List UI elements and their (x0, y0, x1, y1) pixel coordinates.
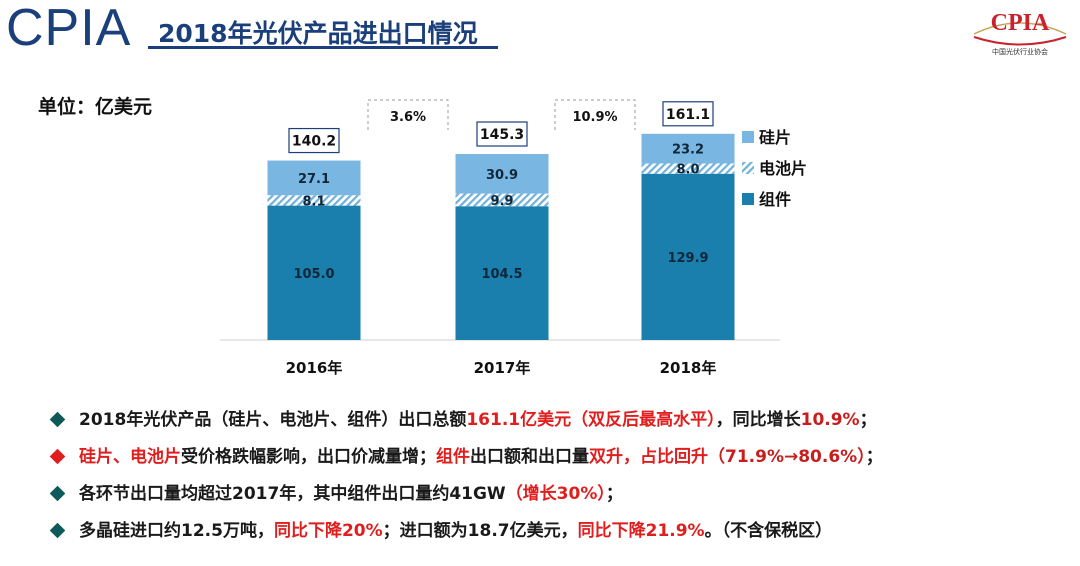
logo-subtitle: 中国光伏行业协会 (992, 47, 1048, 56)
bullet-text: 组件 (436, 447, 470, 467)
bar-segment (641, 163, 735, 174)
bullet-text: ； (605, 484, 623, 504)
bar-segment (455, 154, 549, 194)
bar-segment (267, 160, 361, 196)
growth-label: 3.6% (390, 110, 426, 125)
bar-segment (267, 205, 361, 340)
total-box (476, 121, 528, 147)
legend-swatch (742, 162, 754, 174)
bullet-text: 双升，占比回升 (589, 447, 708, 467)
bullet-text: 各环节出口量均超过2017年，其中组件出口量约41GW (79, 484, 506, 504)
summary-bullet: 多晶硅进口约12.5万吨，同比下降20%；进口额为18.7亿美元，同比下降21.… (49, 515, 883, 552)
bar-segment (267, 195, 361, 206)
growth-callout-bracket (554, 99, 636, 130)
bar-segment (455, 193, 549, 207)
total-label: 161.1 (666, 107, 710, 123)
bullet-text: 。（不含保税区） (704, 521, 833, 541)
summary-bullet: 各环节出口量均超过2017年，其中组件出口量约41GW（增长30%）； (49, 478, 883, 515)
summary-bullets: 2018年光伏产品（硅片、电池片、组件）出口总额161.1亿美元（双反后最高水平… (49, 404, 883, 552)
diamond-bullet-icon (49, 485, 66, 502)
unit-label: 单位：亿美元 (38, 96, 153, 118)
bullet-text: ； (859, 410, 877, 430)
total-box (662, 101, 714, 127)
bullet-text: 2018年光伏产品（硅片、电池片、组件）出口总额 (79, 410, 467, 430)
bullet-text: ； (865, 447, 883, 467)
bar-segment (455, 206, 549, 340)
data-label: 104.5 (481, 267, 522, 282)
bullet-text: 10.9% (800, 410, 860, 430)
bullet-text: 多晶硅进口约12.5万吨， (79, 521, 274, 541)
summary-bullet: 硅片、电池片受价格跌幅影响，出口价减量增；组件出口额和出口量双升，占比回升（71… (49, 441, 883, 478)
data-label: 105.0 (293, 267, 334, 282)
bullet-text: ，同比增长 (715, 410, 801, 430)
growth-label: 10.9% (572, 110, 617, 125)
bullet-text: ；进口额为18.7亿美元， (382, 521, 578, 541)
export-stacked-bar-chart: 105.0 8.1 27.1 2016年 140.2 104.5 9.9 30.9 2017年 1… (220, 99, 807, 377)
brand-logo-text: CPIA (6, 0, 132, 57)
growth-callout-bracket (367, 99, 449, 130)
legend-swatch (742, 193, 754, 205)
data-label: 8.0 (676, 163, 699, 178)
bullet-text: 受价格跌幅影响，出口价减量增； (181, 447, 436, 467)
bullet-text: （71.9%→80.6%） (708, 447, 866, 467)
bullet-text: 出口额和出口量 (470, 447, 589, 467)
data-label: 27.1 (298, 172, 330, 187)
page-title: 2018年光伏产品进出口情况 (158, 19, 478, 48)
diamond-bullet-icon (49, 448, 66, 465)
total-box (288, 127, 340, 154)
bar-segment (641, 133, 735, 164)
data-label: 30.9 (486, 168, 518, 183)
logo-text: CPIA (991, 10, 1050, 36)
cpia-logo: CPIA 中国光伏行业协会 (973, 10, 1067, 56)
x-tick-label: 2016年 (286, 359, 343, 377)
bullet-text: 硅片、电池片 (79, 447, 181, 467)
total-label: 145.3 (480, 127, 524, 143)
bullet-text: 同比下降20% (273, 521, 383, 541)
diamond-bullet-icon (49, 522, 66, 539)
legend-label: 硅片 (759, 128, 791, 147)
bullet-text: （增长30%） (505, 484, 606, 504)
data-label: 9.9 (490, 194, 513, 209)
x-tick-label: 2017年 (474, 359, 531, 377)
title-underline (148, 46, 498, 49)
bullet-text: 同比下降21.9% (577, 521, 705, 541)
summary-bullet: 2018年光伏产品（硅片、电池片、组件）出口总额161.1亿美元（双反后最高水平… (49, 404, 883, 441)
data-label: 23.2 (672, 143, 704, 158)
data-label: 8.1 (302, 194, 325, 209)
diamond-bullet-icon (49, 411, 66, 428)
bar-segment (641, 173, 735, 340)
data-label: 129.9 (667, 251, 708, 266)
legend-label: 电池片 (759, 159, 807, 178)
legend-swatch (742, 131, 754, 143)
bullet-text: 161.1亿美元（双反后最高水平） (466, 410, 716, 430)
legend-label: 组件 (759, 190, 791, 209)
total-label: 140.2 (292, 134, 336, 150)
x-tick-label: 2018年 (660, 359, 717, 377)
